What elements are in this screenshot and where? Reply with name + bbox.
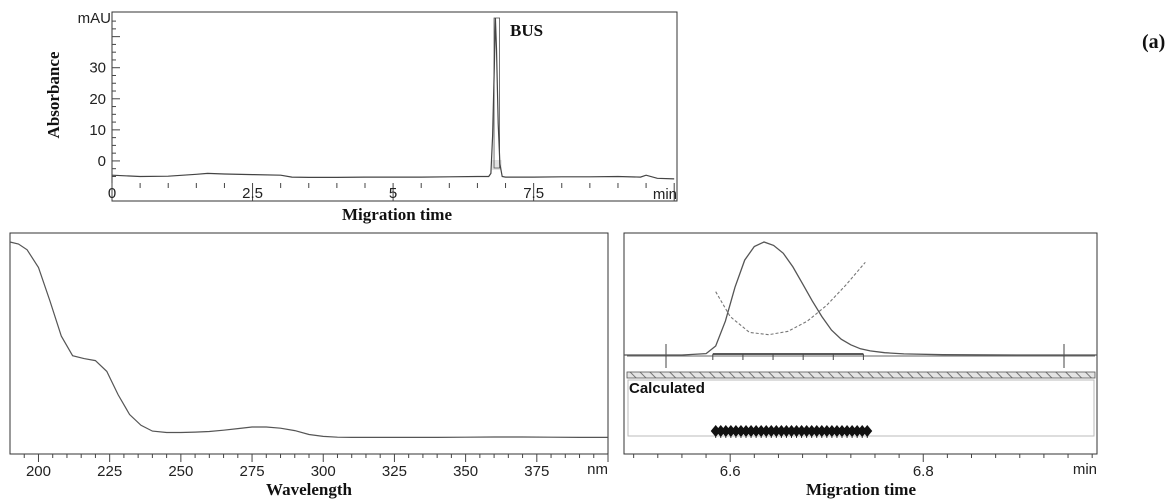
peak-purity-frame	[623, 232, 1098, 455]
purity-marker	[821, 425, 832, 437]
calculated-label: Calculated	[629, 380, 705, 397]
calculated-box	[627, 379, 1095, 437]
purity-marker	[791, 425, 802, 437]
purity-marker	[776, 425, 787, 437]
y-tick-label: 10	[89, 122, 106, 139]
purity-marker	[842, 425, 853, 437]
integration-window	[492, 160, 502, 170]
y-axis-title: Absorbance	[44, 51, 63, 138]
purity-marker	[751, 425, 762, 437]
purity-marker	[761, 425, 772, 437]
purity-marker	[720, 425, 731, 437]
threshold-curve	[715, 261, 866, 336]
x-tick-label: 225	[97, 463, 122, 480]
purity-marker	[741, 425, 752, 437]
purity-marker	[806, 425, 817, 437]
x-unit-label-spectrum: nm	[587, 461, 608, 478]
x-axis-title-top: Migration time	[342, 205, 452, 224]
purity-marker	[746, 425, 757, 437]
x-tick-label: 200	[26, 463, 51, 480]
x-axis-title-spectrum: Wavelength	[266, 480, 352, 499]
purity-marker	[836, 425, 847, 437]
purity-marker	[756, 425, 767, 437]
purity-ticks: 6.6 6.8	[633, 454, 1093, 480]
purity-marker	[735, 425, 746, 437]
x-tick-label: 250	[168, 463, 193, 480]
panel-label: (a)	[1142, 31, 1165, 53]
purity-marker	[831, 425, 842, 437]
peak-annotation: BUS	[510, 21, 543, 40]
x-tick-label: 6.8	[913, 463, 934, 480]
x-tick-label: 0	[108, 185, 116, 202]
purity-marker	[811, 425, 822, 437]
uv-spectrum-ticks: 200 225 250 275 300 325 350 375	[23, 454, 609, 480]
purity-marker	[847, 425, 858, 437]
purity-marker	[786, 425, 797, 437]
purity-marker	[730, 425, 741, 437]
x-tick-label: 300	[311, 463, 336, 480]
x-tick-label: 275	[240, 463, 265, 480]
x-tick-label: 350	[453, 463, 478, 480]
x-tick-label: 5	[389, 185, 397, 202]
purity-markers	[710, 425, 873, 438]
purity-marker	[857, 425, 868, 437]
x-unit-label-purity: min	[1073, 461, 1097, 478]
x-tick-label: 325	[382, 463, 407, 480]
purity-marker	[816, 425, 827, 437]
y-tick-label: 0	[98, 153, 106, 170]
purity-marker	[801, 425, 812, 437]
baseline-bar	[712, 353, 864, 360]
purity-marker	[796, 425, 807, 437]
y-unit-label: mAU	[78, 10, 111, 27]
purity-marker	[715, 425, 726, 437]
x-tick-label: 2.5	[242, 185, 263, 202]
purity-marker	[862, 425, 873, 437]
electropherogram-frame	[111, 11, 678, 202]
x-unit-label: min	[653, 186, 677, 203]
purity-marker	[725, 425, 736, 437]
electropherogram-ticks: 0 2.5 5 7.5 0 10 20 30	[89, 20, 675, 202]
peak-purity-panel: Calculated 6.6 6.8 min Migration time	[623, 232, 1098, 499]
hatched-band	[626, 371, 1096, 379]
purity-marker	[852, 425, 863, 437]
electropherogram-panel: 0 2.5 5 7.5 0 10 20 30 mAU min BUS Absorbance M…	[44, 10, 678, 224]
peak-curve	[624, 241, 1097, 356]
uv-spectrum-trace	[9, 241, 608, 438]
purity-marker	[771, 425, 782, 437]
uv-spectrum-frame	[9, 232, 609, 455]
purity-marker	[710, 425, 721, 437]
y-tick-label: 20	[89, 91, 106, 108]
purity-marker	[826, 425, 837, 437]
electropherogram-trace	[111, 17, 675, 180]
uv-spectrum-panel: 200 225 250 275 300 325 350 375 nm Wavelength	[9, 232, 609, 499]
x-tick-label: 375	[524, 463, 549, 480]
purity-marker	[781, 425, 792, 437]
x-tick-label: 6.6	[720, 463, 741, 480]
x-axis-title-purity: Migration time	[806, 480, 916, 499]
purity-marker	[766, 425, 777, 437]
y-tick-label: 30	[89, 60, 106, 77]
x-tick-label: 7.5	[523, 185, 544, 202]
